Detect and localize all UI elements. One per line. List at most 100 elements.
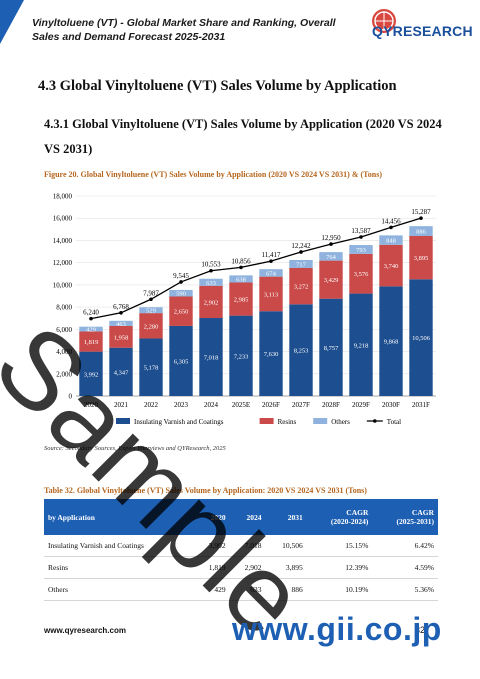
bar-value-label: 10,506: [412, 335, 431, 342]
bar-value-label: 9,218: [354, 342, 369, 349]
bar-segment: [109, 347, 133, 396]
bar-value-label: 3,992: [84, 371, 99, 378]
bar-segment: [229, 282, 253, 316]
bar-segment: [409, 235, 433, 280]
y-tick-label: 14,000: [53, 237, 73, 245]
total-point: [359, 235, 363, 239]
bar-value-label: 8,253: [294, 348, 309, 355]
y-tick-label: 2,000: [56, 370, 72, 378]
total-value-label: 9,545: [173, 272, 189, 280]
table-cell: 15.15%: [306, 535, 373, 557]
x-tick-label: 2024: [204, 401, 219, 409]
table-cell: 12.39%: [306, 556, 373, 579]
bar-value-label: 2,985: [234, 297, 249, 304]
bar-segment: [259, 269, 283, 277]
table-cell: 5.36%: [372, 578, 438, 601]
logo-text: QYRESEARCH: [372, 23, 473, 39]
bar-value-label: 2,280: [144, 323, 159, 330]
bar-segment: [349, 245, 373, 254]
footer-url[interactable]: www.qyresearch.com: [44, 626, 126, 635]
y-tick-label: 8,000: [56, 304, 72, 312]
bar-segment: [409, 226, 433, 236]
bar-segment: [109, 320, 133, 326]
bar-segment: [199, 278, 223, 286]
column-header: CAGR (2020-2024): [330, 508, 369, 526]
table-cell: 6.42%: [372, 535, 438, 557]
bar-segment: [319, 252, 343, 261]
legend-label: Resins: [278, 418, 297, 426]
table-cell: 633: [229, 578, 266, 601]
y-tick-label: 16,000: [53, 215, 73, 223]
bar-segment: [319, 260, 343, 299]
x-tick-label: 2028F: [322, 401, 340, 409]
bar-value-label: 674: [266, 270, 277, 277]
bar-value-label: 7,018: [204, 355, 219, 362]
bar-value-label: 4,347: [114, 369, 129, 376]
x-tick-label: 2025E: [232, 401, 250, 409]
table-caption: Table 32. Global Vinyltoluene (VT) Sales…: [44, 486, 367, 495]
bar-value-label: 3,895: [414, 255, 429, 262]
total-value-label: 10,856: [231, 257, 251, 265]
legend-label: Others: [331, 418, 350, 426]
total-point: [389, 225, 393, 230]
column-header: 2031: [287, 512, 303, 522]
y-tick-label: 0: [69, 393, 73, 401]
table-cell: Resins: [44, 556, 194, 579]
bar-segment: [139, 338, 163, 396]
total-point: [299, 250, 303, 254]
bar-segment: [79, 351, 103, 396]
qyresearch-logo: [372, 9, 396, 33]
bar-segment: [259, 276, 283, 312]
x-tick-label: 2021: [114, 401, 129, 409]
table-row: Insulating Varnish and Coatings 3,992 7,01…: [44, 535, 438, 557]
column-header: CAGR (2025-2031): [396, 508, 435, 526]
legend-label: Insulating Varnish and Coatings: [134, 418, 224, 426]
table-cell: 3,895: [265, 556, 307, 579]
bar-segment: [199, 285, 223, 319]
figure-source: Source: Secondary Sources, Expert Interv…: [44, 445, 226, 452]
x-tick-label: 2027F: [292, 401, 310, 409]
bar-value-label: 717: [296, 261, 307, 268]
bar-segment: [229, 275, 253, 283]
total-point: [209, 268, 213, 273]
report-title: Vinyltoluene (VT) - Global Market Share …: [32, 17, 336, 43]
bar-segment: [379, 244, 403, 287]
sales-volume-table: by Application 2020 2024 2031 CAGR (2020-2024…: [44, 499, 438, 601]
bar-value-label: 5,178: [144, 365, 159, 372]
bar-segment: [289, 267, 313, 305]
x-tick-label: 2031F: [412, 401, 430, 409]
column-header: 2024: [246, 512, 262, 522]
total-value-label: 13,587: [351, 227, 371, 235]
bar-value-label: 3,429: [324, 277, 339, 284]
bar-value-label: 1,819: [84, 339, 99, 346]
table-cell: 7,018: [229, 535, 266, 557]
bar-segment: [109, 325, 133, 348]
subsection-heading: 4.3.1 Global Vinyltoluene (VT) Sales Vol…: [44, 117, 442, 156]
bar-value-label: 764: [326, 254, 337, 261]
bar-segment: [349, 253, 373, 294]
bar-segment: [79, 331, 103, 352]
total-value-label: 14,456: [381, 217, 401, 225]
bar-value-label: 9,868: [384, 339, 399, 346]
bar-segment: [409, 279, 433, 396]
bar-segment: [199, 318, 223, 396]
x-tick-label: 2029F: [352, 401, 370, 409]
legend-swatch: [116, 418, 130, 424]
bar-value-label: 2,902: [204, 299, 219, 306]
figure-caption: Figure 20. Global Vinyltoluene (VT) Sale…: [44, 170, 382, 179]
bar-segment: [379, 235, 403, 245]
x-tick-label: 2026F: [262, 401, 280, 409]
total-value-label: 6,768: [113, 303, 129, 311]
total-point: [179, 280, 183, 284]
bar-segment: [259, 311, 283, 396]
bar-segment: [349, 293, 373, 396]
bar-value-label: 3,113: [264, 291, 278, 298]
column-header: by Application: [48, 512, 95, 522]
total-point: [419, 216, 423, 220]
x-tick-label: 2030F: [382, 401, 400, 409]
total-value-label: 7,987: [143, 289, 159, 297]
legend-swatch: [259, 418, 274, 424]
column-header: 2020: [210, 512, 226, 522]
bar-value-label: 7,630: [264, 351, 279, 358]
total-value-label: 12,242: [291, 242, 311, 250]
